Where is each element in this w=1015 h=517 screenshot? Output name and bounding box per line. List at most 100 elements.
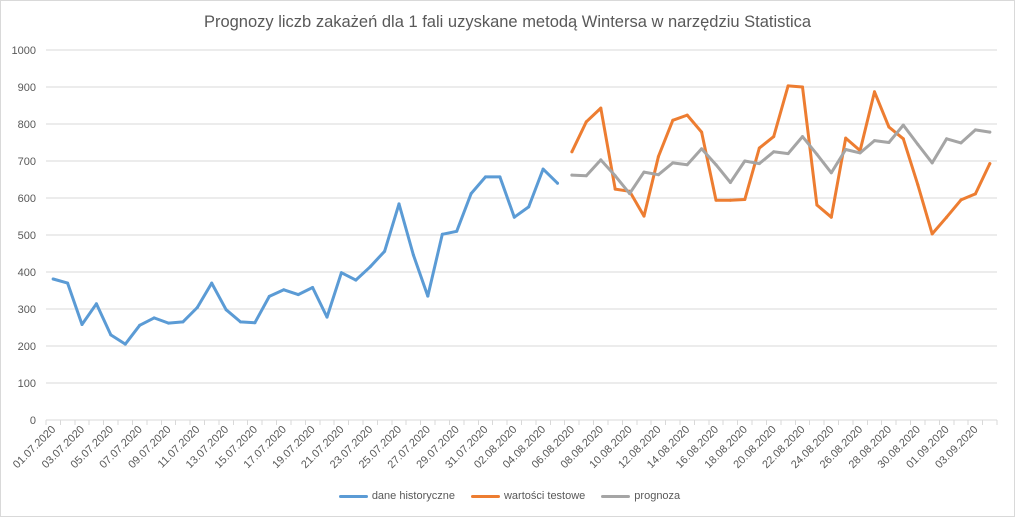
- series-1-point: [469, 192, 473, 196]
- legend: dane historyczne wartości testowe progno…: [4, 488, 1015, 504]
- legend-item-test-values: wartości testowe: [470, 488, 586, 504]
- series-1-point: [296, 293, 300, 297]
- series-2-point: [685, 113, 689, 117]
- legend-item-forecast: prognoza: [601, 488, 680, 504]
- series-1-point: [556, 181, 559, 185]
- y-tick-label: 200: [18, 341, 36, 353]
- series-3-point: [887, 141, 891, 144]
- series-2-point: [743, 198, 747, 201]
- series-1-point: [411, 253, 415, 257]
- series-1-point: [152, 316, 156, 320]
- series-1-point: [426, 294, 430, 298]
- legend-item-historical: dane historyczne: [338, 488, 455, 504]
- series-3-point: [656, 173, 660, 177]
- series-3-point: [930, 161, 934, 165]
- legend-swatch-historical: [338, 494, 368, 498]
- series-3-point: [685, 163, 689, 167]
- series-3-point: [973, 128, 977, 132]
- legend-swatch-forecast: [601, 494, 631, 498]
- series-1-point: [51, 277, 55, 281]
- series-3-point: [858, 151, 862, 155]
- series-3-point: [844, 148, 848, 151]
- series-3-point: [786, 152, 790, 156]
- series-1-point: [512, 215, 516, 219]
- y-tick-label: 600: [18, 193, 36, 205]
- series-1-point: [253, 321, 257, 325]
- series-1: [51, 167, 559, 346]
- series-2-line: [570, 84, 992, 236]
- series-1-point: [484, 175, 487, 179]
- series-2-point: [671, 118, 675, 122]
- y-tick-label: 800: [18, 119, 36, 131]
- series-1-point: [354, 278, 358, 282]
- series-3-point: [916, 142, 920, 146]
- series-1-point: [440, 232, 444, 236]
- series-1-point: [282, 288, 286, 292]
- series-2-point: [772, 135, 776, 139]
- legend-swatch-test-values: [470, 494, 500, 498]
- series-3-point: [599, 158, 603, 162]
- series-1-point: [383, 249, 387, 253]
- y-tick-label: 0: [30, 415, 36, 427]
- series-2-point: [829, 215, 833, 219]
- series-1-point: [80, 323, 84, 326]
- series-3-point: [945, 137, 949, 141]
- series-3-point: [728, 181, 732, 184]
- series-3-point: [628, 192, 632, 196]
- series-2-point: [656, 155, 660, 159]
- series-3-point: [584, 174, 588, 178]
- series-1-point: [541, 167, 545, 171]
- series-2-point: [844, 136, 848, 140]
- series-3-point: [671, 161, 675, 165]
- series-1-point: [167, 321, 170, 325]
- series-3-point: [642, 170, 646, 174]
- series-1-point: [368, 265, 372, 269]
- series-2-point: [930, 232, 934, 236]
- y-tick-label: 1000: [12, 45, 36, 57]
- series-1-point: [138, 323, 142, 327]
- series-2-point: [757, 146, 761, 150]
- series-2-point: [700, 130, 704, 134]
- series-1-point: [498, 175, 502, 179]
- series-1-point: [267, 294, 271, 298]
- series-1-point: [397, 202, 401, 206]
- series-1-point: [94, 302, 98, 306]
- legend-label-historical: dane historyczne: [371, 490, 455, 502]
- series-3-point: [613, 174, 617, 178]
- series-2-point: [988, 162, 992, 166]
- series-2-point: [801, 85, 804, 89]
- series-2-point: [714, 198, 718, 202]
- series-1-point: [325, 315, 329, 319]
- series-3-point: [901, 123, 905, 127]
- y-tick-label: 500: [18, 230, 36, 242]
- series-3-point: [959, 141, 963, 145]
- series-2-point: [887, 125, 891, 129]
- series-1-point: [527, 205, 531, 209]
- series-3-point: [815, 152, 819, 156]
- chart-title: Prognozy liczb zakażeń dla 1 fali uzyska…: [204, 13, 812, 31]
- series-2-point: [642, 214, 646, 218]
- series-3-point: [988, 130, 992, 134]
- series-3-point: [570, 173, 574, 177]
- series-2-point: [973, 192, 977, 196]
- series-1-point: [311, 286, 315, 289]
- series-3-point: [772, 150, 776, 154]
- y-tick-label: 900: [18, 82, 36, 94]
- series-2-point: [786, 84, 790, 88]
- series-1-point: [109, 333, 113, 337]
- legend-label-test-values: wartości testowe: [503, 490, 586, 502]
- legend-label-forecast: prognoza: [634, 490, 681, 502]
- y-tick-label: 400: [18, 267, 36, 279]
- series-2-point: [728, 198, 732, 202]
- series-3-point: [873, 139, 876, 143]
- series-1-point: [224, 308, 228, 312]
- series-2-point: [916, 183, 920, 187]
- series-3-point: [829, 171, 833, 175]
- series-1-point: [339, 271, 343, 275]
- series-1-point: [195, 306, 199, 309]
- y-tick-label: 700: [18, 156, 36, 168]
- series-1-point: [123, 342, 127, 346]
- y-axis: 0 100 200 300 400 500 600 700 800 900 1000: [12, 45, 36, 427]
